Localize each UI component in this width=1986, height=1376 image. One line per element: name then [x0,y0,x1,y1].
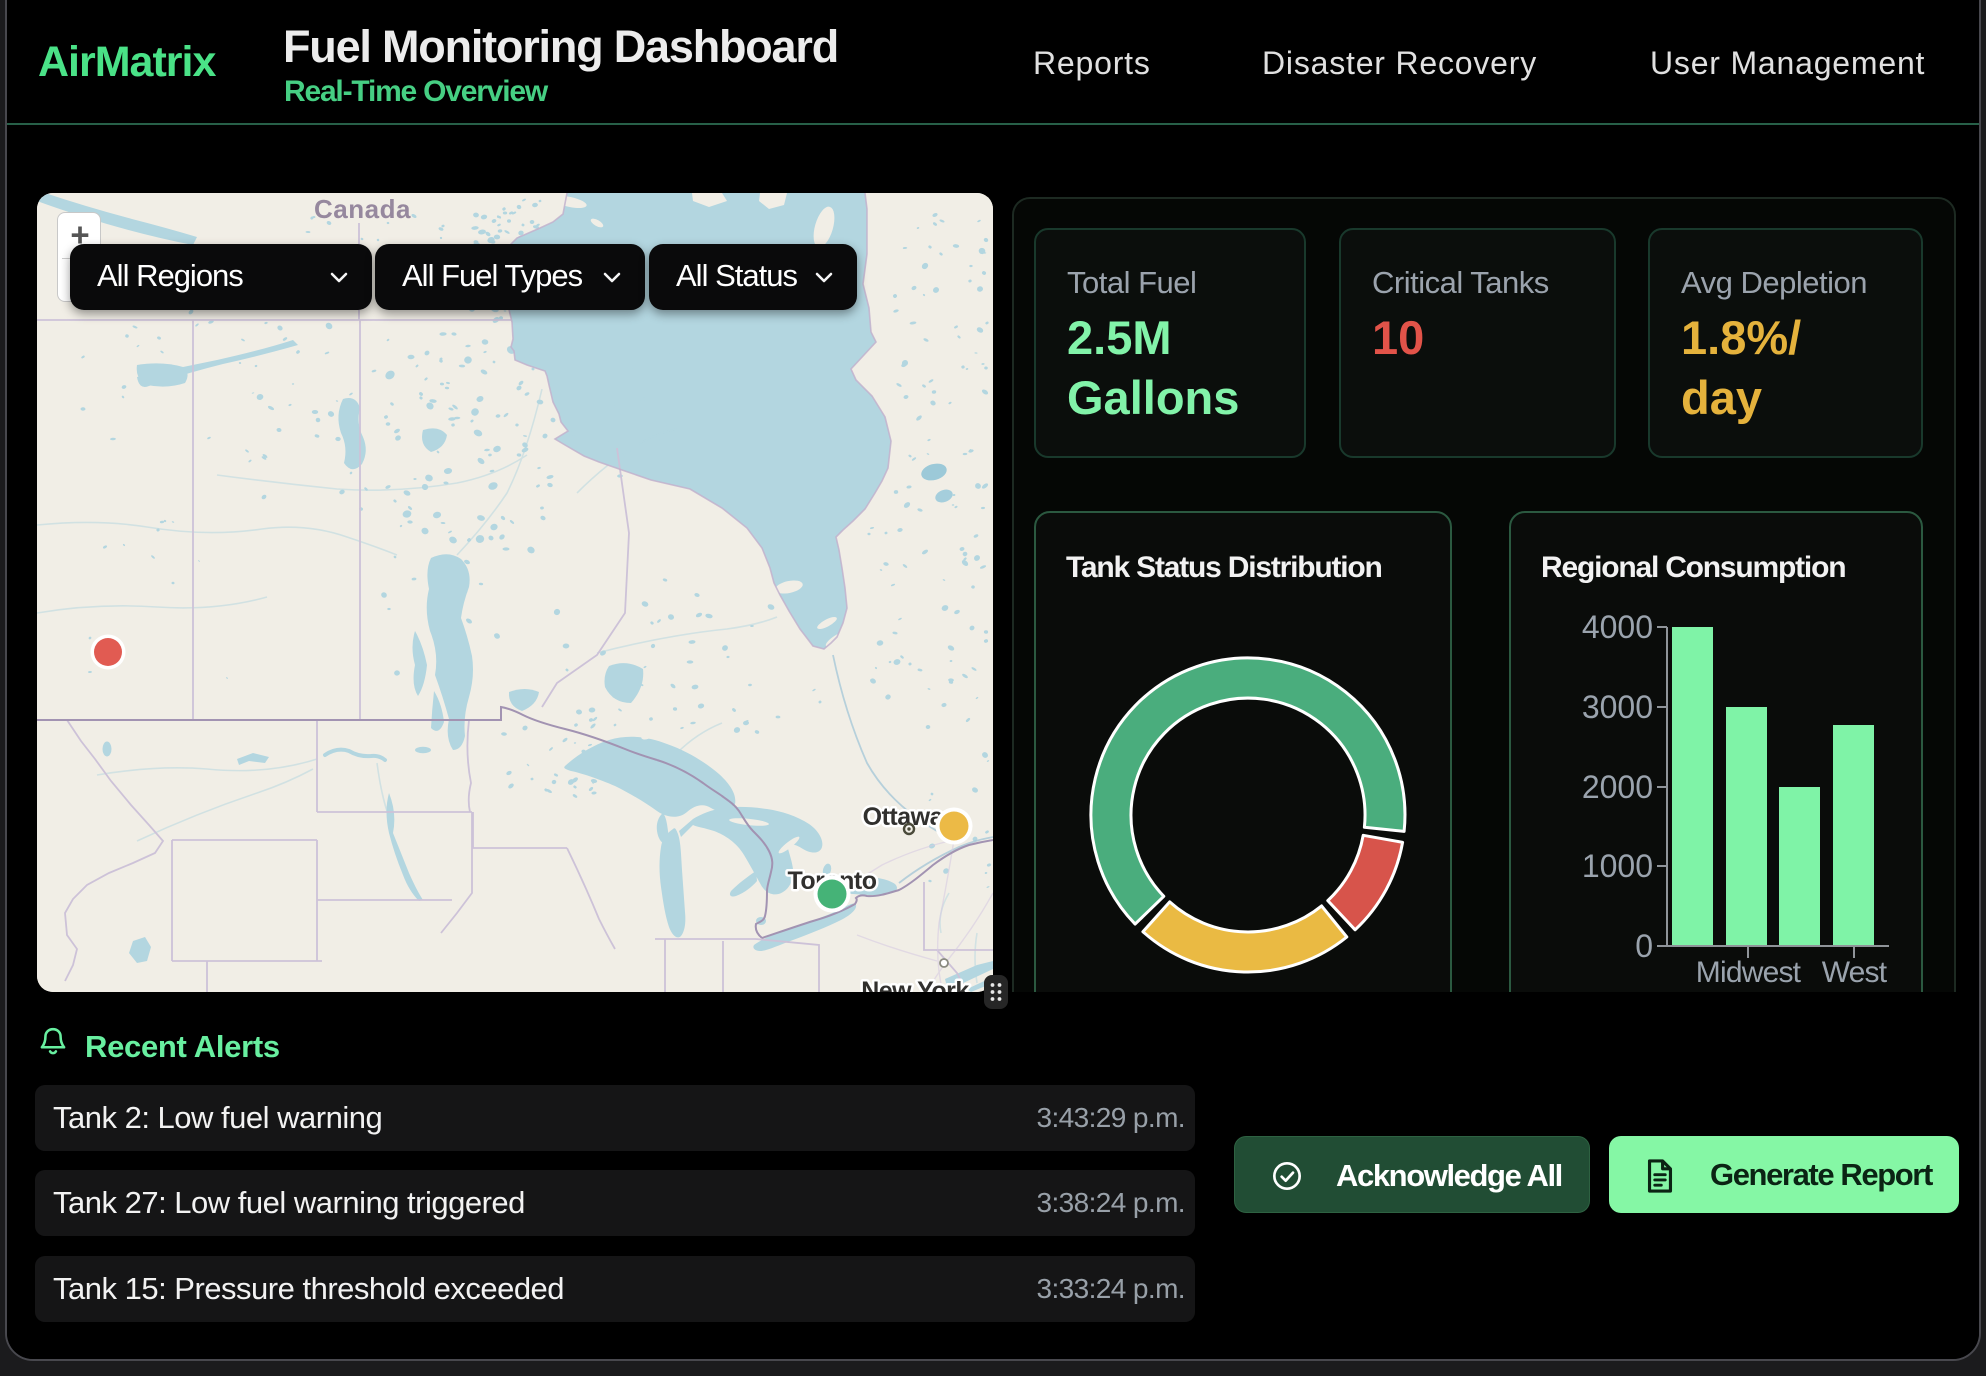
svg-text:1000: 1000 [1582,848,1653,884]
svg-text:3000: 3000 [1582,689,1653,725]
svg-text:2000: 2000 [1582,769,1653,805]
svg-text:West: West [1822,956,1888,989]
svg-text:New York: New York [861,977,969,992]
svg-text:4000: 4000 [1582,609,1653,645]
svg-text:Midwest: Midwest [1696,956,1802,989]
svg-text:0: 0 [1635,928,1653,964]
svg-text:Canada: Canada [314,194,411,224]
